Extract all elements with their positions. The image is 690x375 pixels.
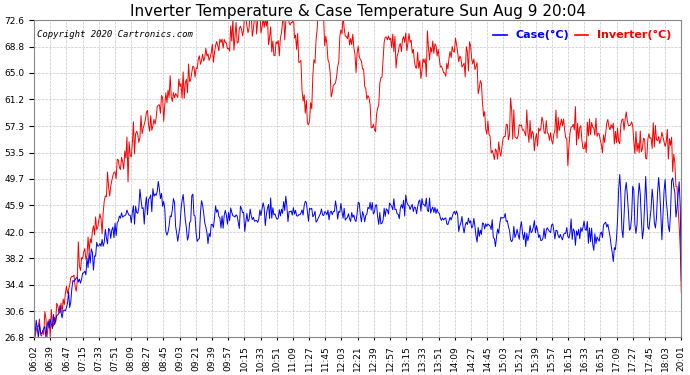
Title: Inverter Temperature & Case Temperature Sun Aug 9 20:04: Inverter Temperature & Case Temperature … bbox=[130, 4, 586, 19]
Legend: Case(°C), Inverter(°C): Case(°C), Inverter(°C) bbox=[489, 26, 676, 45]
Text: Copyright 2020 Cartronics.com: Copyright 2020 Cartronics.com bbox=[37, 30, 193, 39]
